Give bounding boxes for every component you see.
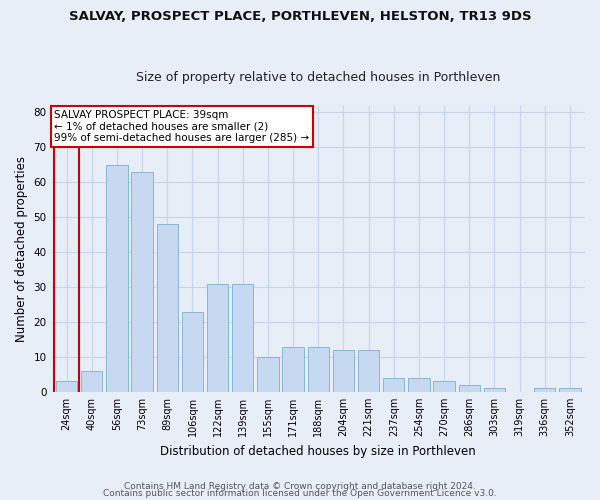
Bar [182,312,203,392]
Text: Contains public sector information licensed under the Open Government Licence v3: Contains public sector information licen… [103,490,497,498]
Bar [458,385,480,392]
Bar [383,378,404,392]
X-axis label: Distribution of detached houses by size in Porthleven: Distribution of detached houses by size … [160,444,476,458]
Bar [157,224,178,392]
Bar [81,371,103,392]
Bar [358,350,379,392]
Text: Contains HM Land Registry data © Crown copyright and database right 2024.: Contains HM Land Registry data © Crown c… [124,482,476,491]
Text: SALVAY, PROSPECT PLACE, PORTHLEVEN, HELSTON, TR13 9DS: SALVAY, PROSPECT PLACE, PORTHLEVEN, HELS… [68,10,532,23]
Bar [433,382,455,392]
Text: SALVAY PROSPECT PLACE: 39sqm
← 1% of detached houses are smaller (2)
99% of semi: SALVAY PROSPECT PLACE: 39sqm ← 1% of det… [54,110,310,143]
Bar [484,388,505,392]
Bar [333,350,354,392]
Bar [56,382,77,392]
Title: Size of property relative to detached houses in Porthleven: Size of property relative to detached ho… [136,70,500,84]
Bar [207,284,229,392]
Bar [232,284,253,392]
Bar [308,346,329,392]
Bar [534,388,556,392]
Y-axis label: Number of detached properties: Number of detached properties [15,156,28,342]
Bar [283,346,304,392]
Bar [257,357,278,392]
Bar [106,165,128,392]
Bar [131,172,153,392]
Bar [559,388,581,392]
Bar [408,378,430,392]
